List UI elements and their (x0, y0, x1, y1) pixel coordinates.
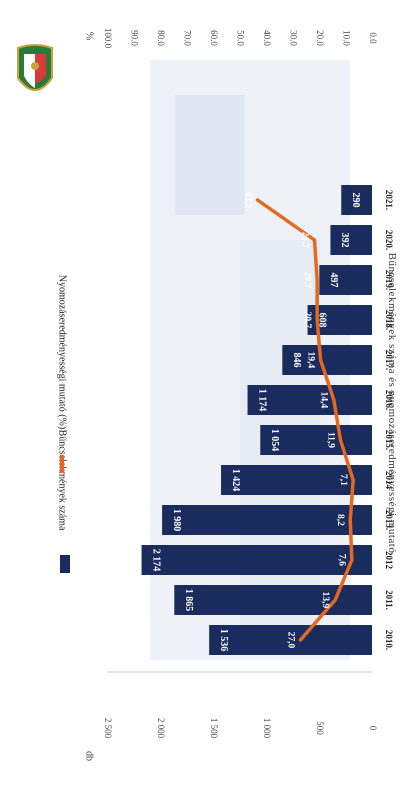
category-label: 2014 (384, 471, 394, 490)
line-point (332, 398, 336, 402)
line-value-label: 14,4 (319, 392, 329, 409)
police-logo (12, 44, 58, 104)
line-value-label: 7,1 (338, 474, 348, 486)
bar (341, 185, 372, 215)
bar-value-label: 846 (291, 353, 302, 368)
left-axis-tick-label: 0 (368, 726, 378, 731)
bar (141, 545, 372, 575)
bar (319, 265, 372, 295)
line-point (338, 438, 342, 442)
bar (247, 385, 372, 415)
right-axis-tick-label: 30.0 (288, 30, 298, 46)
category-label: 2012 (384, 551, 394, 570)
left-axis-tick-label: 1 000 (262, 718, 272, 739)
line-point (256, 198, 260, 202)
watermark-dome (175, 95, 245, 215)
bar (330, 225, 372, 255)
right-axis-tick-label: 100.0 (103, 28, 113, 49)
category-label: 2020. (384, 230, 394, 250)
line-point (298, 638, 302, 642)
chart-title: Bűncselekmények száma és nyomozáseredmén… (386, 252, 398, 554)
line-series (255, 198, 355, 642)
category-label: 2017. (384, 350, 394, 370)
bar-value-label: 1 424 (230, 469, 241, 492)
line-value-label: 8,2 (335, 514, 345, 526)
line-point (312, 238, 316, 242)
left-axis-tick-label: 2 500 (103, 718, 113, 739)
left-axis-tick-label: 2 000 (156, 718, 166, 739)
bar-value-label: 1 536 (218, 629, 229, 652)
right-axis-tick-label: 50.0 (235, 30, 245, 46)
line-point (315, 278, 319, 282)
right-axis-tick-label: 70.0 (182, 30, 192, 46)
bar-value-label: 1 174 (256, 389, 267, 412)
line-point (319, 358, 323, 362)
bar-value-label: 1 980 (171, 509, 182, 532)
line-point (351, 478, 355, 482)
bar-value-label: 1 865 (183, 589, 194, 612)
category-label: 2013. (384, 510, 394, 530)
bar (174, 585, 372, 615)
right-axis-tick-label: 40.0 (262, 30, 272, 46)
bar-value-label: 497 (328, 273, 339, 288)
category-label: 2019. (384, 270, 394, 290)
right-axis-unit: % (84, 32, 95, 40)
line-value-label: 20,7 (302, 272, 312, 289)
bar (162, 505, 372, 535)
legend-label-line: Nyomozáseredményességi mutató (%) (57, 275, 68, 429)
left-axis-tick-label: 500 (315, 721, 325, 735)
category-label: 2011. (384, 590, 394, 610)
line-value-label: 13,9 (320, 592, 330, 609)
bar (260, 425, 372, 455)
category-label: 2015. (384, 430, 394, 450)
right-axis-tick-label: 80.0 (156, 30, 166, 46)
bar-value-label: 2 174 (150, 549, 161, 572)
bar-value-label: 290 (350, 193, 361, 208)
right-axis-tick-label: 10.0 (341, 30, 351, 46)
line-value-label: 20,7 (302, 312, 312, 329)
category-label: 2016. (384, 390, 394, 410)
category-label: 2018. (384, 310, 394, 330)
bar (209, 625, 372, 655)
right-axis-tick-label: 60.0 (209, 30, 219, 46)
line-value-label: 11,9 (325, 432, 335, 448)
line-value-label: 19,4 (305, 352, 315, 369)
right-axis-tick-label: 20.0 (315, 30, 325, 46)
category-label: 2021. (384, 190, 394, 210)
right-axis-tick-label: 0.0 (368, 32, 378, 44)
bar (282, 345, 372, 375)
line-point (350, 558, 354, 562)
legend-swatch-bars (60, 555, 70, 573)
line-point (333, 598, 337, 602)
left-axis-tick-label: 1 500 (209, 718, 219, 739)
legend-label-bars: Bűncselekmények száma (57, 430, 68, 531)
bar-value-label: 1 054 (269, 429, 280, 452)
legend-swatch-line (60, 455, 64, 473)
bar-value-label: 608 (316, 313, 327, 328)
left-axis-unit: db (84, 751, 95, 761)
line-point (315, 318, 319, 322)
line-value-label: 7,6 (337, 554, 347, 566)
category-label: 2010. (384, 630, 394, 650)
line-value-label: 21,7 (299, 232, 309, 249)
bar (221, 465, 372, 495)
line-value-label: 27,0 (285, 632, 295, 649)
line-point (348, 518, 352, 522)
right-axis-tick-label: 90.0 (129, 30, 139, 46)
line-value-label: 43,2 (242, 192, 252, 209)
bar-value-label: 392 (339, 233, 350, 248)
